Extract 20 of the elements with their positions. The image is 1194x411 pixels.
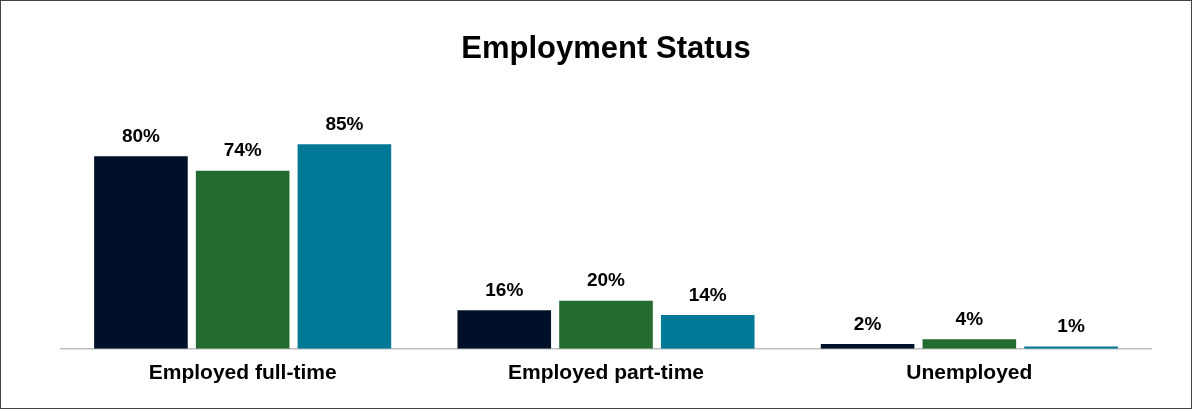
bar	[922, 339, 1017, 349]
data-label: 4%	[955, 307, 984, 329]
x-tick-label: Unemployed	[906, 360, 1033, 384]
data-label: 16%	[485, 279, 524, 301]
data-label: 2%	[853, 312, 882, 334]
data-label: 80%	[121, 125, 161, 147]
x-tick-label: Employed full-time	[148, 360, 337, 384]
bar	[94, 156, 188, 349]
bar	[195, 170, 290, 349]
data-label: 85%	[325, 113, 364, 135]
x-tick-label: Employed part-time	[507, 360, 705, 384]
bar	[559, 300, 653, 349]
bar	[297, 144, 392, 349]
data-label: 74%	[223, 139, 262, 161]
data-label: 20%	[586, 269, 626, 291]
bar	[660, 315, 755, 349]
data-label: 1%	[1057, 315, 1085, 337]
chart-title: Employment Status	[461, 30, 751, 66]
data-label: 14%	[688, 283, 727, 305]
bar	[457, 310, 552, 349]
